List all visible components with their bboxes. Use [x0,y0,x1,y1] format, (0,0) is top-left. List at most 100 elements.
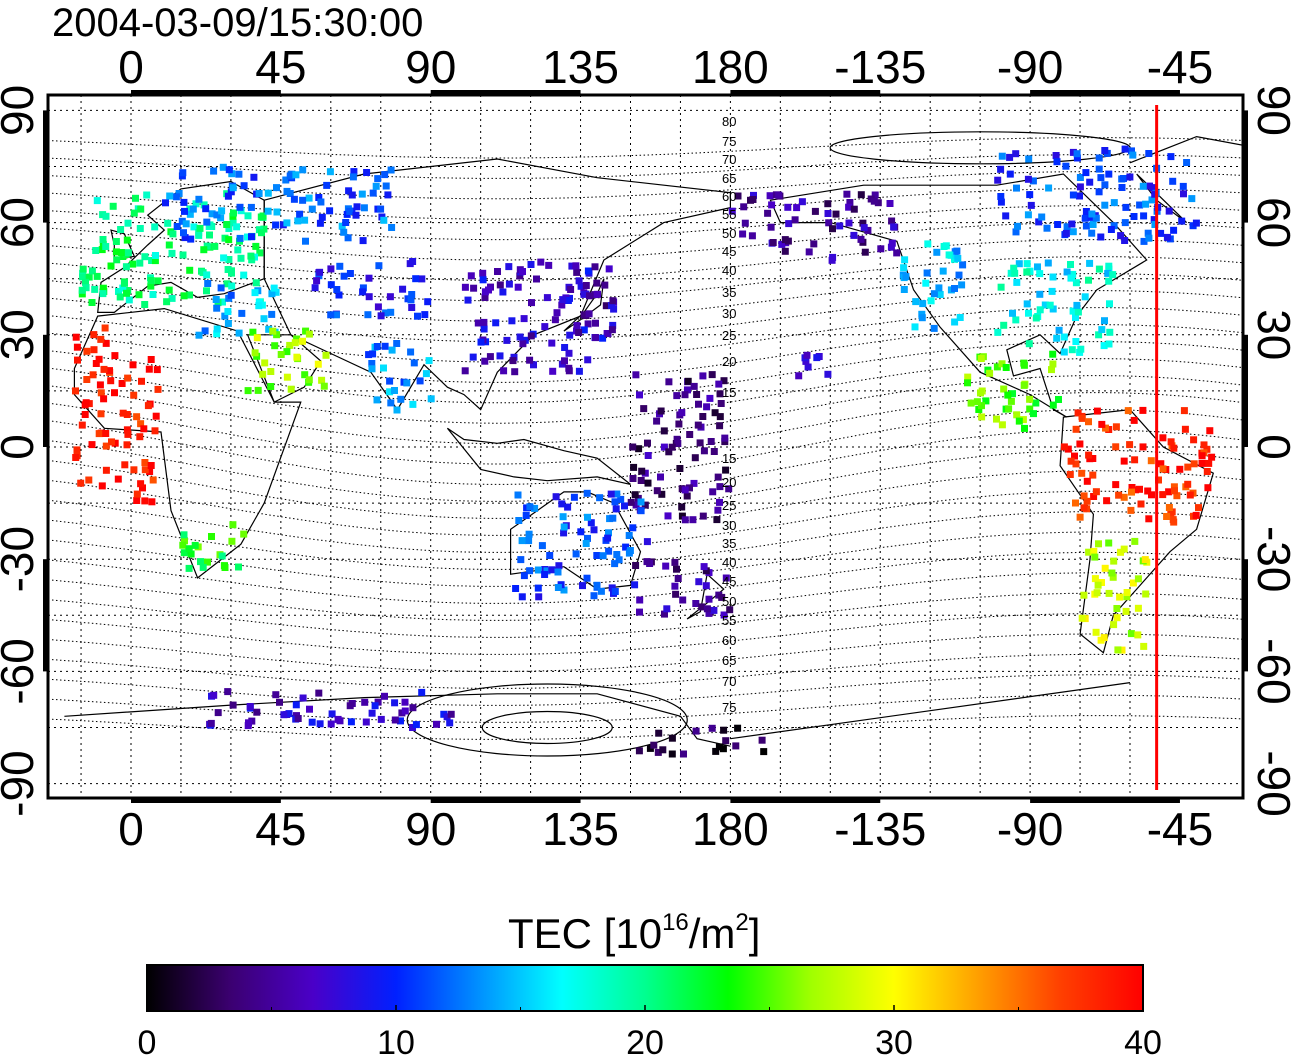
tec-cell [313,277,321,285]
tec-cell [424,298,432,306]
tec-cell [843,190,851,198]
tec-cell [691,454,699,462]
tec-cell [924,240,932,248]
tec-cell [707,438,715,445]
tec-cell [1134,631,1142,639]
tec-cell [1113,605,1121,612]
tec-cell [671,558,679,566]
tec-cell [565,349,573,357]
y-tick-label-right: -60 [1248,638,1292,704]
tec-cell [1072,314,1079,321]
tec-cell [1173,492,1181,500]
tec-cell [1024,211,1032,219]
tec-cell [227,291,235,299]
tec-cell [464,296,472,304]
tec-cell [673,435,681,443]
tec-cell [802,357,810,365]
tec-cell [327,311,335,319]
y-tick-label-left: -30 [0,526,43,592]
tec-cell [409,724,416,731]
tec-cell [168,294,176,302]
tec-cell [83,347,91,355]
tec-cell [611,498,619,506]
tec-cell [1049,305,1057,313]
tec-cell [1106,300,1113,308]
tec-cell [229,521,237,529]
tec-cell [1055,396,1062,403]
tec-cell [338,222,346,230]
tec-cell [1101,564,1109,572]
tec-cell [151,257,159,265]
tec-cell [1072,425,1080,433]
tec-cell [147,356,155,363]
tec-cell [518,593,526,601]
tec-cell [1064,445,1072,453]
tec-cell [268,290,276,298]
tec-cell [1169,177,1177,185]
tec-cell [1101,181,1109,189]
tec-cell [1157,460,1165,468]
tec-cell [609,514,617,522]
tec-cell [1115,491,1123,499]
tec-cell [1036,270,1044,278]
tec-cell [553,309,561,317]
tec-cell [1013,411,1021,419]
tec-cell [781,236,789,244]
tec-cell [365,351,373,359]
tec-cell [283,348,291,356]
tec-cell [1090,547,1098,555]
tec-cell [1032,314,1040,322]
tec-cell [632,371,640,379]
tec-cell [1208,453,1216,461]
tec-cell [1000,385,1008,393]
tec-cell [88,299,96,306]
tec-cell [1006,153,1014,161]
tec-cell [224,320,232,327]
tec-cell [739,230,747,238]
tec-cell [360,204,368,212]
tec-cell [318,376,326,384]
tec-cell [573,322,581,330]
tec-cell [1012,316,1020,324]
tec-cell [335,291,343,299]
tec-cell [1074,308,1082,316]
tec-cell [900,264,908,272]
tec-cell [320,382,328,390]
tec-cell [90,346,98,354]
tec-cell [199,563,207,571]
tec-cell [224,192,232,200]
tec-cell [665,378,673,386]
tec-cell [98,482,106,490]
tec-cell [531,504,539,512]
tec-cell [748,232,756,240]
tec-cell [584,356,592,364]
tec-cell [381,692,388,700]
tec-cell [769,239,777,246]
tec-cell [622,543,630,551]
tec-cell [1112,481,1120,489]
tec-cell [1049,273,1057,281]
tec-cell [1124,407,1132,415]
tec-cell [634,494,642,502]
tec-cell [129,361,137,369]
tec-cell [1118,646,1126,654]
tec-cell [1127,630,1135,638]
tec-cell [1068,220,1076,228]
tec-cell [90,331,98,339]
mlat-label: 50 [722,594,736,609]
tec-cell [964,379,971,387]
tec-cell [82,284,90,292]
tec-cell [527,261,535,268]
tec-cell [114,475,122,483]
tec-cell [228,282,236,290]
frame-bar-right [1242,334,1248,447]
tec-cell [1095,331,1103,339]
tec-cell [706,394,714,402]
tec-cell [1076,440,1084,448]
tec-cell [124,219,132,227]
tec-cell [997,193,1005,200]
tec-cell [586,292,593,300]
tec-cell [864,226,872,234]
tec-cell [629,524,637,532]
tec-cell [119,409,127,417]
